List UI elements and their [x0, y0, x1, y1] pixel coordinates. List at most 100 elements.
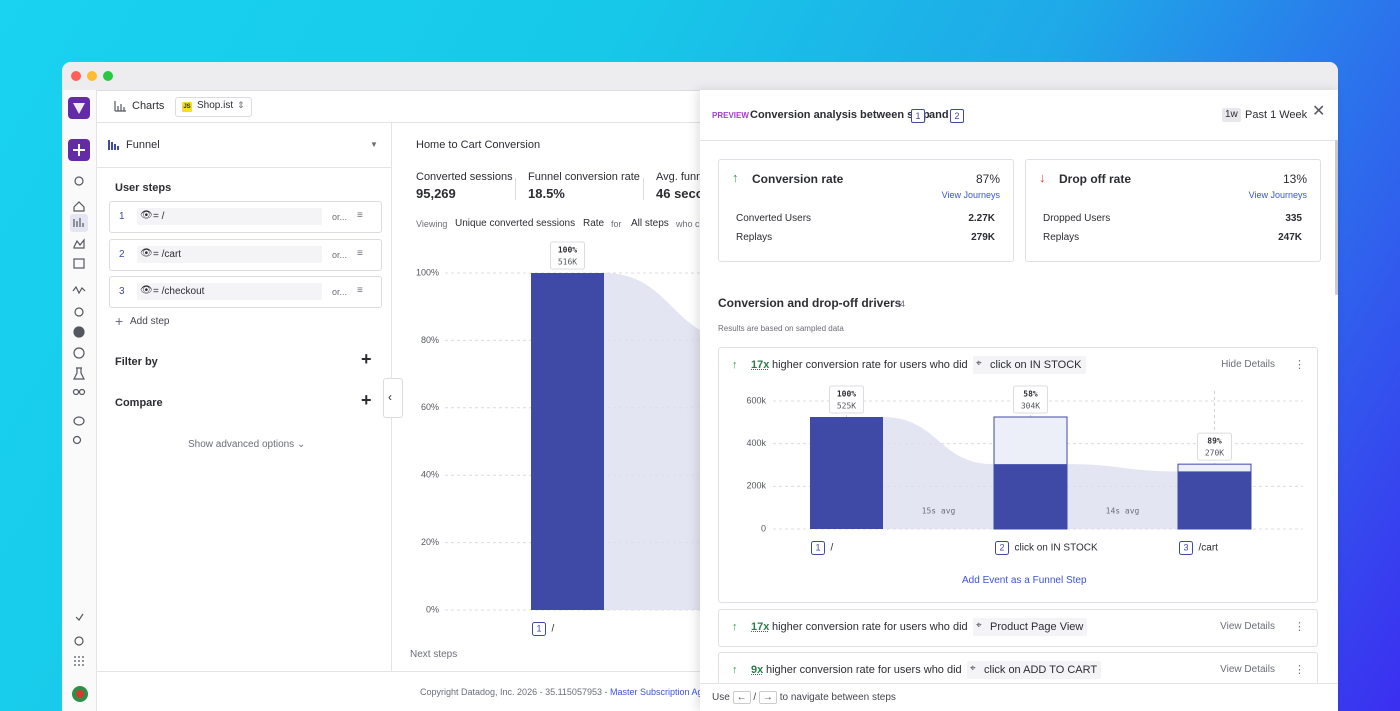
driver-event[interactable]: click on ADD TO CART	[967, 661, 1102, 679]
next-steps[interactable]: Next steps	[410, 649, 458, 660]
card-title: Drop off rate	[1059, 172, 1131, 186]
step-more[interactable]: or...	[332, 212, 348, 222]
more-menu[interactable]: ⋮	[1294, 359, 1305, 371]
nav-apps[interactable]	[74, 656, 84, 666]
card-value: 87%	[975, 172, 1000, 186]
nav-settings[interactable]	[74, 636, 84, 646]
step-number-box	[532, 622, 546, 636]
view-journeys[interactable]: View Journeys	[941, 190, 1000, 200]
drivers-count: 34	[895, 299, 906, 309]
more-menu[interactable]: ⋮	[1294, 664, 1305, 676]
view-journeys[interactable]: View Journeys	[1248, 190, 1307, 200]
event-icon: ⌖	[970, 663, 976, 674]
plus-icon	[73, 144, 85, 156]
add-event[interactable]: Add Event as a Funnel Step	[962, 575, 1087, 586]
viz-caret[interactable]: ▼	[370, 140, 378, 149]
step-filter[interactable]: ≡	[357, 248, 363, 259]
driver-text: higher conversion rate for users who did	[772, 621, 968, 633]
scrollbar[interactable]	[1335, 140, 1338, 295]
filter-add[interactable]: +	[361, 349, 372, 369]
nav-smile[interactable]	[73, 347, 85, 359]
nav-charts[interactable]	[73, 218, 84, 227]
nav-key[interactable]	[72, 435, 82, 445]
zoom-dot[interactable]	[103, 71, 113, 81]
stat-value: 95,269	[416, 186, 456, 201]
add-step-plus[interactable]: +	[115, 313, 124, 329]
up-arrow: ↑	[732, 621, 738, 633]
nav-search[interactable]	[74, 176, 84, 186]
nav-book[interactable]	[73, 258, 85, 269]
bar-percent-label: 89%	[1207, 437, 1222, 446]
y-tick-label: 0	[761, 523, 766, 533]
step-filter[interactable]: ≡	[357, 285, 363, 296]
driver-action[interactable]: Hide Details	[1221, 359, 1275, 370]
more-menu[interactable]: ⋮	[1294, 621, 1305, 633]
flow-area	[1067, 464, 1178, 529]
range[interactable]: Past 1 Week	[1245, 109, 1308, 121]
step-number-box	[1179, 541, 1193, 555]
nav-sparkle[interactable]	[75, 613, 84, 621]
step-number: 1	[536, 623, 541, 633]
nav-db[interactable]	[73, 416, 85, 426]
range-short[interactable]: 1w	[1222, 108, 1241, 122]
driver-card	[718, 609, 1318, 647]
driver-action[interactable]: View Details	[1220, 621, 1275, 632]
preview-badge: PREVIEW	[712, 111, 749, 120]
step-box[interactable]	[109, 239, 382, 271]
collapse-arrow: ‹	[388, 390, 392, 404]
driver-chart: 0 200k 400k 600k 15s avg 14s avg 100% 525K 1 / 58%…	[746, 385, 1303, 555]
step-field[interactable]	[137, 246, 322, 263]
preview-panel: PREVIEW Conversion analysis between step…	[700, 90, 1338, 711]
footer-border	[96, 671, 700, 672]
to-step: 2	[950, 109, 964, 123]
close-preview[interactable]: ✕	[1312, 103, 1326, 120]
viewing-measure[interactable]: Unique converted sessions	[455, 218, 576, 229]
card-row-value: 335	[1285, 213, 1302, 224]
nav-flask[interactable]	[73, 367, 85, 380]
stat-value: 46 secon	[656, 186, 712, 201]
nav-fire[interactable]	[74, 307, 84, 317]
close-dot[interactable]	[71, 71, 81, 81]
step-filter[interactable]: ≡	[357, 210, 363, 221]
compare-add[interactable]: +	[361, 390, 372, 410]
driver-event[interactable]: Product Page View	[973, 618, 1088, 636]
y-tick-label: 400k	[746, 438, 766, 448]
stat-label: Avg. funne	[656, 171, 709, 183]
add-step[interactable]: Add step	[130, 316, 170, 327]
minimize-dot[interactable]	[87, 71, 97, 81]
footer-link[interactable]: Master Subscription Agree	[609, 687, 716, 697]
driver-action[interactable]: View Details	[1220, 664, 1275, 675]
nav-home[interactable]	[73, 201, 85, 212]
multiplier: 17x	[751, 621, 770, 633]
project-picker[interactable]	[175, 97, 252, 117]
card-row-value: 247K	[1278, 232, 1302, 243]
step-condition: = /checkout	[153, 286, 205, 297]
nav-users[interactable]	[72, 388, 80, 396]
y-tick-label: 100%	[416, 267, 439, 277]
step-field[interactable]	[137, 208, 322, 225]
nav-apm[interactable]	[72, 285, 86, 295]
up-arrow: ↑	[732, 359, 738, 371]
viewing-mode[interactable]: Rate	[583, 218, 605, 229]
y-tick-label: 80%	[421, 335, 439, 345]
step-more[interactable]: or...	[332, 250, 348, 260]
section-name[interactable]: Charts	[132, 100, 165, 112]
step-field[interactable]	[137, 283, 322, 300]
collapse-handle[interactable]	[383, 378, 403, 418]
picker-caret: ⇕	[237, 100, 245, 110]
key-prev: ←	[732, 691, 751, 704]
driver-event[interactable]: click on IN STOCK	[973, 356, 1086, 374]
viewing-rest: who c	[676, 219, 700, 229]
step-box[interactable]	[109, 201, 382, 233]
nav-area[interactable]	[73, 238, 85, 249]
step-box[interactable]	[109, 276, 382, 308]
advanced-options[interactable]: Show advanced options ⌄	[188, 439, 306, 450]
step-eye: 👁	[140, 210, 153, 221]
step-eye: 👁	[140, 248, 153, 259]
flow-area	[883, 417, 994, 529]
viewing-scope[interactable]: All steps	[631, 218, 669, 229]
step-more[interactable]: or...	[332, 287, 348, 297]
viz-type[interactable]: Funnel	[126, 139, 160, 151]
nav-play[interactable]	[73, 326, 85, 338]
